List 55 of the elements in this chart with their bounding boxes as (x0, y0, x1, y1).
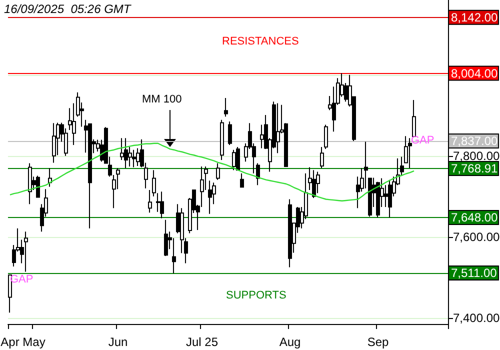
ref-line-label: 8,142.00 (451, 10, 498, 24)
candlestick (376, 181, 380, 218)
candlestick (316, 171, 320, 194)
x-tick-label: Jun (108, 335, 128, 349)
candlestick (24, 231, 28, 272)
candlestick (324, 124, 328, 150)
candlestick (412, 100, 416, 137)
candlestick (228, 121, 232, 146)
annotation: RESISTANCES (222, 36, 299, 48)
ref-line-label: 8,004.00 (451, 66, 498, 80)
candlestick (408, 138, 412, 169)
y-tick-label: 7,400.00 (453, 310, 500, 325)
x-tick-label: Sep (367, 335, 389, 349)
candlestick (160, 191, 164, 219)
annotation: 16/09/2025 05:26 GMT (4, 2, 132, 16)
candlestick (48, 168, 52, 188)
annotation: GAP (411, 134, 434, 146)
candlestick (256, 162, 260, 186)
candlestick (224, 98, 228, 118)
candlestick (276, 102, 280, 154)
candlestick (8, 274, 12, 314)
candlestick (28, 162, 32, 205)
candlestick (232, 149, 236, 171)
candlestick (312, 170, 316, 199)
candlestick (404, 136, 408, 164)
candlestick (288, 198, 292, 268)
candlestick (368, 178, 372, 218)
ref-line-label: 7,768.91 (451, 162, 498, 176)
x-tick-label: Jul 25 (186, 335, 218, 349)
y-tick-label: 7,600.00 (453, 230, 500, 244)
candlestick (208, 180, 212, 214)
text: MM 100 (142, 94, 182, 106)
candlestick (236, 146, 240, 171)
x-tick-label: May (22, 335, 46, 349)
x-tick-label: Aug (279, 335, 301, 349)
candlestick (164, 219, 168, 256)
y-tick-label: 7,800.00 (453, 148, 500, 163)
candlestick (148, 189, 152, 214)
candlestick (220, 119, 224, 160)
candlestick (88, 123, 92, 229)
ref-line-label: 7,511.00 (451, 266, 498, 280)
candlestick (364, 141, 368, 189)
candlestick (132, 149, 136, 168)
annotation: SUPPORTS (226, 290, 286, 302)
candlestick (216, 162, 220, 180)
candlestick (240, 172, 244, 188)
candlestick (72, 102, 76, 146)
candlestick (320, 146, 324, 169)
x-tick-label: Apr (0, 335, 20, 349)
ref-line-label: 7,648.00 (451, 210, 498, 224)
candlestick (124, 138, 128, 169)
candlestick (36, 175, 40, 198)
candlestick (388, 179, 392, 218)
ref-line-label: 7,837.00 (451, 134, 498, 148)
candlestick (52, 122, 56, 164)
